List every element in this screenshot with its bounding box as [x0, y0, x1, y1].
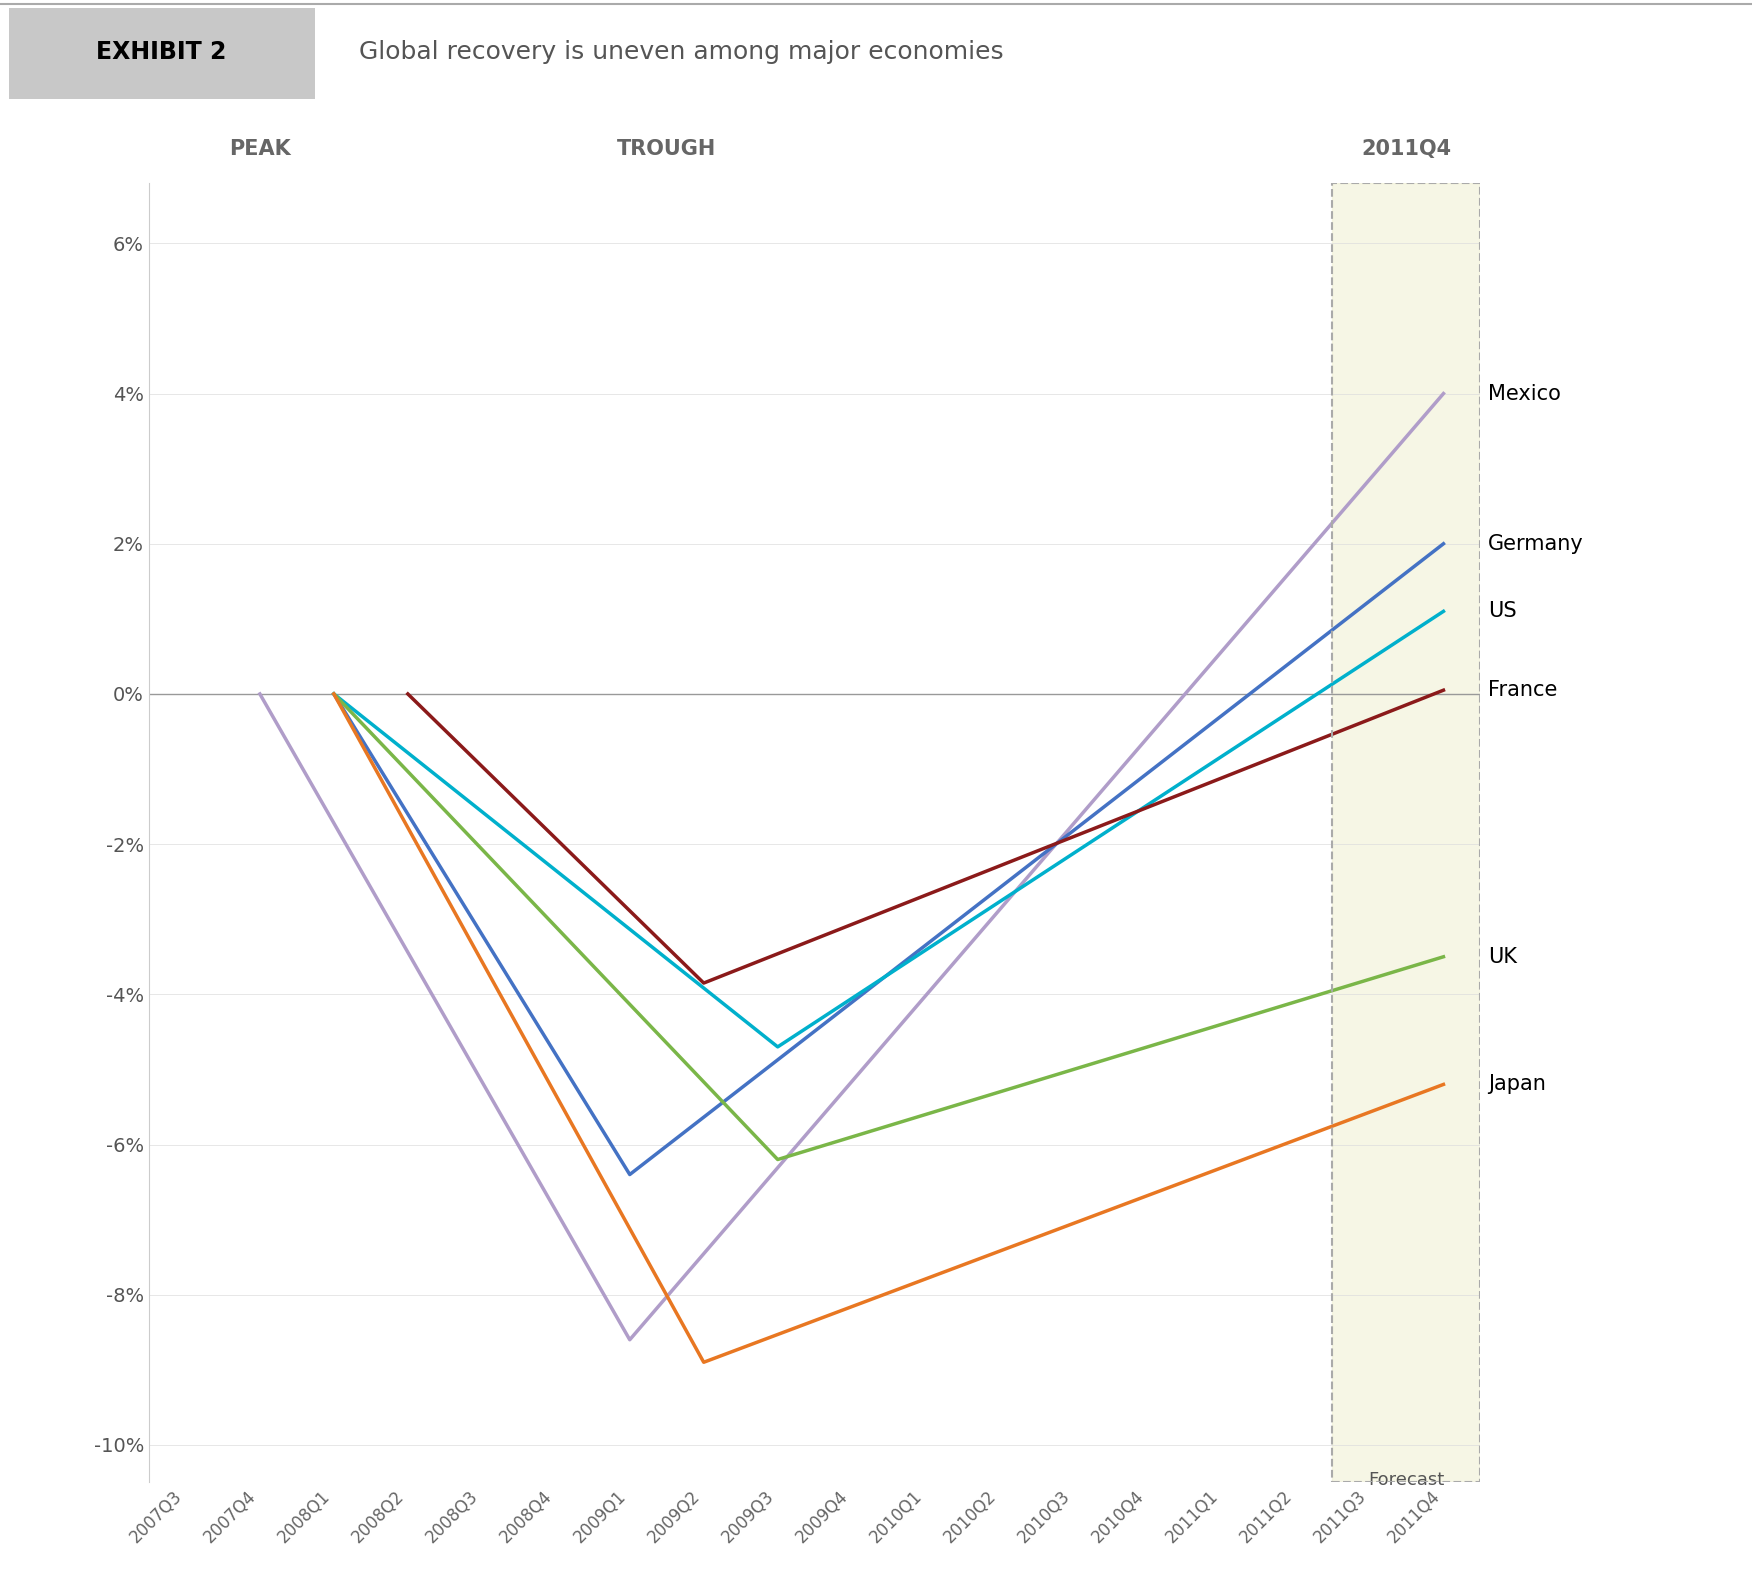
Text: US: US — [1487, 601, 1517, 622]
Text: EXHIBIT 2: EXHIBIT 2 — [96, 40, 226, 64]
Text: 2011Q4: 2011Q4 — [1361, 139, 1451, 159]
Text: Japan: Japan — [1487, 1074, 1545, 1095]
Text: France: France — [1487, 681, 1558, 700]
Text: Mexico: Mexico — [1487, 384, 1561, 403]
Text: TROUGH: TROUGH — [617, 139, 717, 159]
Text: PEAK: PEAK — [230, 139, 291, 159]
Text: Forecast: Forecast — [1368, 1471, 1445, 1489]
Text: Germany: Germany — [1487, 534, 1584, 553]
FancyBboxPatch shape — [9, 8, 315, 99]
Bar — [1333, 183, 1480, 1482]
Bar — [1333, 183, 1480, 1482]
Text: Global recovery is uneven among major economies: Global recovery is uneven among major ec… — [359, 40, 1004, 64]
Text: UK: UK — [1487, 947, 1517, 968]
